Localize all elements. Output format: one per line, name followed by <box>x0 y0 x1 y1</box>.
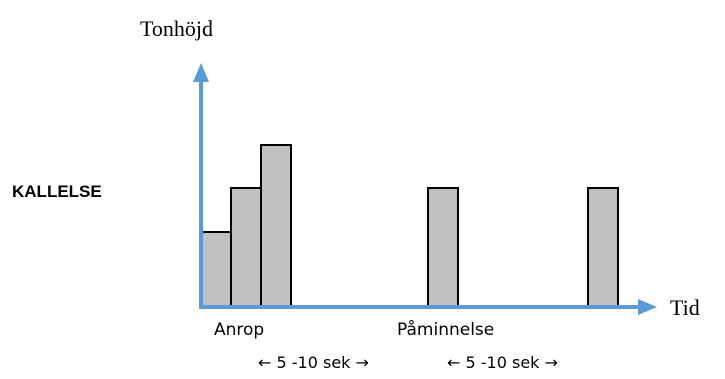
x-axis-label: Tid <box>670 295 700 320</box>
signal-label: KALLELSE <box>12 182 102 201</box>
y-axis-label: Tonhöjd <box>140 16 213 41</box>
reminder-pulse-1 <box>427 187 459 308</box>
pulse-bars <box>200 144 619 308</box>
y-axis-arrowhead <box>193 63 209 82</box>
call-pulse-1 <box>200 231 232 308</box>
interval-label-2: ← 5 -10 sek → <box>447 353 558 372</box>
reminder-pulse-2 <box>587 187 619 308</box>
reminder-phase-label: Påminnelse <box>397 319 494 340</box>
x-axis-arrowhead <box>638 299 657 315</box>
call-phase-label: Anrop <box>214 320 264 340</box>
interval-label-1: ← 5 -10 sek → <box>258 353 369 372</box>
call-pulse-2 <box>230 187 262 308</box>
call-pulse-3 <box>260 144 292 308</box>
